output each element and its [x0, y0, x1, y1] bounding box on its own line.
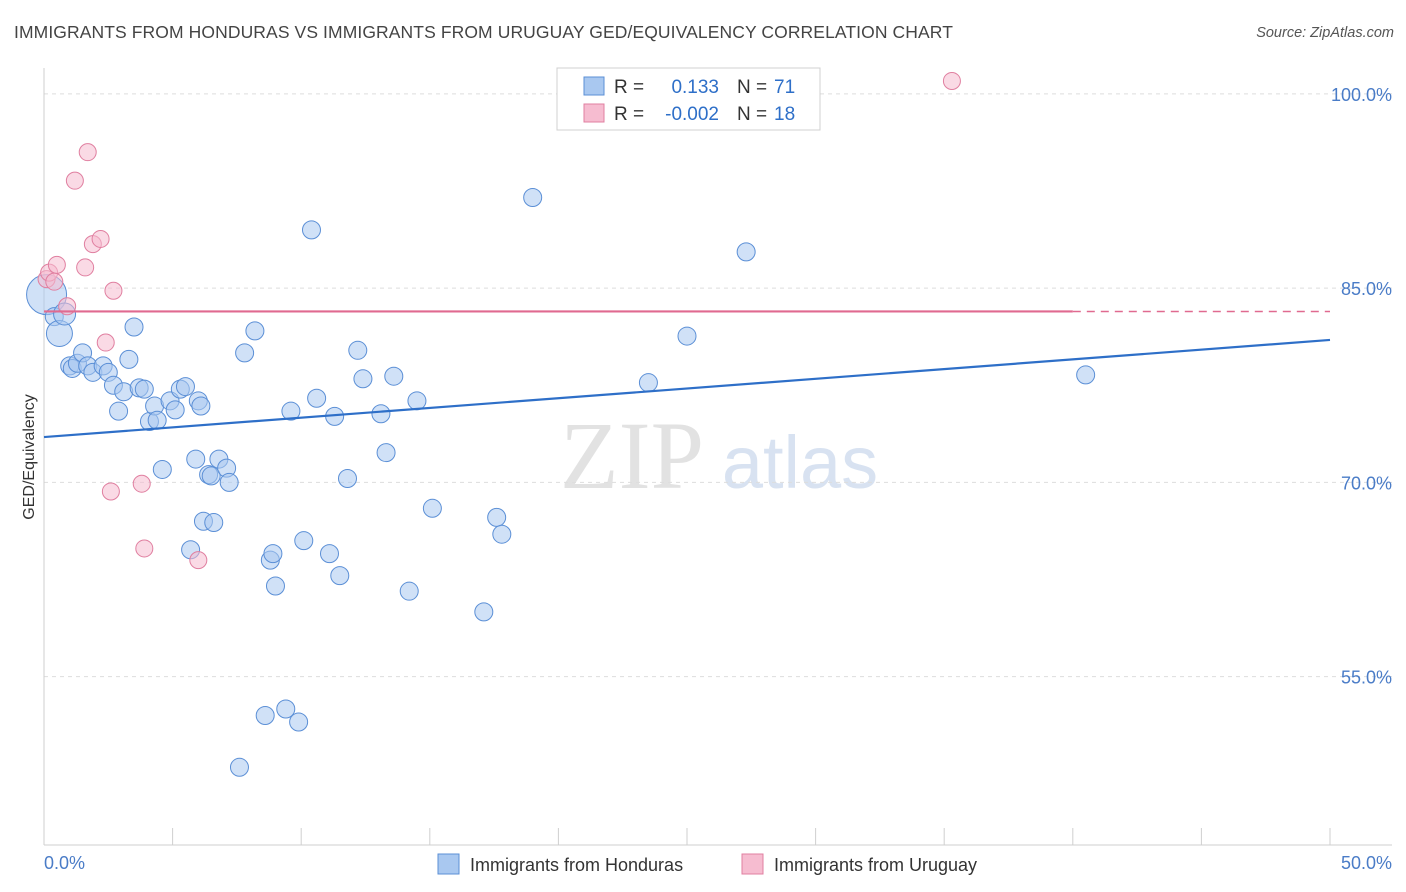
uruguay-point	[78, 143, 97, 162]
honduras-point	[301, 220, 321, 240]
honduras-point	[376, 443, 396, 463]
legend-swatch-honduras	[583, 76, 605, 96]
trend-lines	[43, 310, 1331, 439]
x-tick-label-max: 50.0%	[1341, 853, 1392, 873]
series-uruguay-points	[37, 71, 961, 570]
honduras-point	[474, 602, 494, 622]
bottom-legend-swatch-honduras	[437, 853, 460, 875]
uruguay-point	[76, 258, 95, 277]
axes	[43, 68, 1392, 846]
y-tick-label: 70.0%	[1341, 473, 1392, 493]
uruguay-point	[101, 482, 120, 501]
honduras-point	[736, 242, 756, 262]
honduras-point	[119, 349, 139, 369]
uruguay-point	[65, 171, 84, 190]
chart-source: Source: ZipAtlas.com	[1256, 25, 1394, 41]
honduras-point	[307, 388, 327, 408]
legend-r-label-honduras: R =	[614, 77, 644, 98]
uruguay-point	[104, 281, 123, 300]
honduras-point	[523, 188, 543, 207]
honduras-point	[265, 576, 285, 596]
watermark-zip: ZIP	[560, 402, 704, 509]
bottom-legend-swatch-uruguay	[741, 853, 764, 875]
legend-r-value-honduras: 0.133	[671, 77, 719, 98]
honduras-point	[407, 391, 427, 411]
uruguay-point	[189, 551, 208, 570]
legend-swatch-uruguay	[583, 103, 605, 123]
honduras-point	[229, 757, 249, 777]
honduras-point	[276, 699, 296, 719]
honduras-point	[263, 544, 283, 564]
honduras-point	[186, 449, 206, 469]
honduras-point	[422, 498, 442, 518]
honduras-point	[134, 379, 154, 399]
honduras-point	[175, 377, 195, 397]
honduras-point	[281, 401, 301, 421]
honduras-point	[124, 317, 144, 337]
honduras-point	[191, 396, 211, 416]
uruguay-point	[96, 333, 115, 352]
honduras-point	[353, 369, 373, 389]
legend-r-label-uruguay: R =	[614, 104, 644, 125]
uruguay-point	[132, 474, 151, 493]
honduras-point	[399, 581, 419, 601]
honduras-point	[289, 712, 309, 732]
honduras-point	[294, 531, 314, 551]
honduras-point	[492, 524, 512, 544]
honduras-point	[147, 410, 167, 430]
grid-lines	[44, 93, 1392, 678]
legend-n-value-honduras: 71	[774, 77, 795, 98]
honduras-point	[204, 513, 224, 533]
honduras-point	[371, 404, 391, 424]
chart-title: IMMIGRANTS FROM HONDURAS VS IMMIGRANTS F…	[14, 22, 953, 42]
honduras-point	[677, 326, 697, 346]
honduras-point	[165, 400, 185, 420]
honduras-point	[638, 373, 658, 393]
trend-line-honduras	[43, 338, 1331, 439]
honduras-point	[109, 401, 129, 421]
honduras-point	[348, 340, 368, 360]
uruguay-point	[942, 71, 961, 90]
honduras-point	[487, 507, 507, 527]
honduras-point	[201, 466, 221, 486]
y-tick-label: 55.0%	[1341, 668, 1392, 688]
legend-n-value-uruguay: 18	[774, 104, 795, 125]
honduras-point	[235, 343, 255, 363]
x-tick-label-min: 0.0%	[44, 853, 85, 873]
honduras-point	[245, 321, 265, 341]
y-tick-label: 85.0%	[1341, 279, 1392, 299]
uruguay-point	[91, 229, 110, 248]
bottom-legend-label-uruguay: Immigrants from Uruguay	[774, 855, 977, 875]
honduras-point	[1076, 365, 1096, 385]
bottom-legend-label-honduras: Immigrants from Honduras	[470, 855, 683, 875]
honduras-point	[330, 566, 350, 586]
honduras-point	[337, 469, 357, 489]
uruguay-point	[47, 255, 66, 274]
bottom-legend: Immigrants from Honduras Immigrants from…	[437, 853, 977, 875]
legend-r-value-uruguay: -0.002	[665, 104, 719, 125]
honduras-point	[319, 544, 339, 564]
honduras-point	[255, 706, 275, 725]
honduras-point	[384, 366, 404, 386]
y-axis-label: GED/Equivalency	[21, 394, 38, 519]
uruguay-point	[135, 539, 154, 558]
uruguay-point	[45, 272, 64, 291]
watermark-atlas: atlas	[722, 421, 878, 504]
legend-n-label-uruguay: N =	[737, 104, 767, 125]
honduras-point	[152, 459, 172, 479]
legend-n-label-honduras: N =	[737, 77, 767, 98]
top-legend: R = 0.133 N = 71 R = -0.002 N = 18	[556, 67, 821, 131]
x-ticks	[43, 828, 1331, 845]
y-tick-label: 100.0%	[1331, 85, 1392, 105]
y-tick-labels: 55.0% 70.0% 85.0% 100.0%	[1331, 85, 1392, 688]
honduras-point	[219, 472, 239, 492]
